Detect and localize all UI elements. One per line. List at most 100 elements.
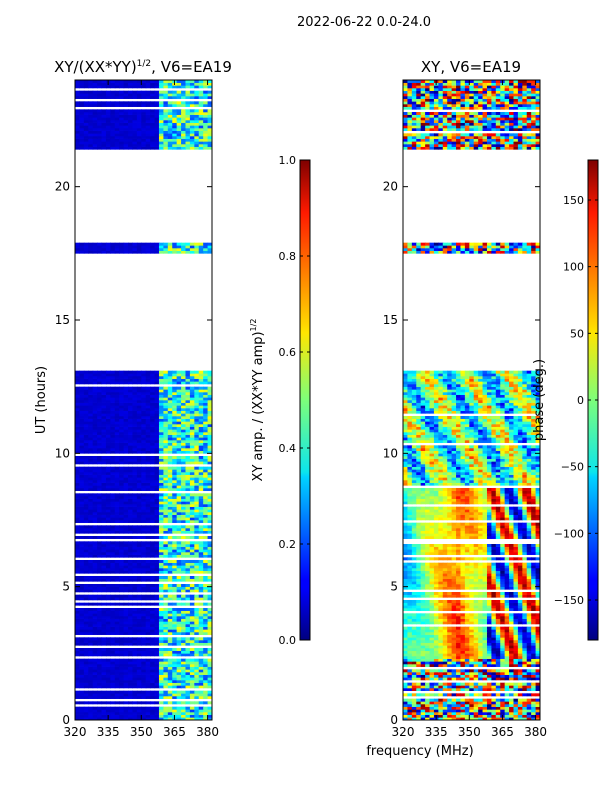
heatmap-cell <box>198 498 204 502</box>
heatmap-cell <box>513 693 519 697</box>
heatmap-cell <box>416 674 422 678</box>
heatmap-cell <box>185 570 191 574</box>
heatmap-cell <box>119 376 125 379</box>
heatmap-cell <box>167 664 173 667</box>
heatmap-cell <box>482 674 488 678</box>
heatmap-cell <box>185 528 191 531</box>
heatmap-cell <box>464 693 470 697</box>
heatmap-cell <box>194 378 200 382</box>
heatmap-cell <box>198 461 204 465</box>
heatmap-cell <box>154 114 160 118</box>
heatmap-cell <box>522 677 528 681</box>
heatmap-cell <box>150 672 156 675</box>
heatmap-cell <box>136 701 142 705</box>
heatmap-cell <box>167 498 173 502</box>
heatmap-cell <box>110 517 116 521</box>
heatmap-cell <box>88 482 94 486</box>
heatmap-cell <box>172 440 178 443</box>
heatmap-cell <box>176 410 182 414</box>
heatmap-cell <box>185 416 191 419</box>
heatmap-cell <box>176 488 182 491</box>
heatmap-cell <box>145 392 151 395</box>
heatmap-cell <box>83 80 89 83</box>
heatmap-cell <box>163 608 169 611</box>
heatmap-cell <box>105 546 111 550</box>
heatmap-cell <box>181 394 187 398</box>
heatmap-cell <box>128 669 134 673</box>
heatmap-cell <box>420 706 426 710</box>
heatmap-cell <box>88 642 94 646</box>
heatmap-cell <box>145 96 151 99</box>
heatmap-cell <box>128 594 134 598</box>
heatmap-cell <box>194 429 200 433</box>
heatmap-cell <box>128 525 134 529</box>
heatmap-cell <box>176 682 182 686</box>
heatmap-cell <box>119 82 125 86</box>
heatmap-cell <box>83 696 89 699</box>
heatmap-cell <box>150 93 156 97</box>
heatmap-cell <box>181 432 187 435</box>
heatmap-cell <box>429 698 435 702</box>
heatmap-cell <box>176 397 182 401</box>
heatmap-cell <box>83 144 89 147</box>
heatmap-cell <box>451 717 457 720</box>
heatmap-cell <box>128 685 134 689</box>
heatmap-cell <box>101 432 107 435</box>
heatmap-cell <box>198 602 204 606</box>
heatmap-cell <box>114 85 120 89</box>
heatmap-cell <box>92 370 98 374</box>
heatmap-cell <box>132 146 138 150</box>
heatmap-cell <box>150 570 156 574</box>
heatmap-cell <box>75 520 81 523</box>
heatmap-cell <box>464 688 470 691</box>
heatmap-cell <box>172 661 178 665</box>
heatmap-cell <box>154 501 160 505</box>
heatmap-cell <box>141 400 147 403</box>
heatmap-cell <box>451 688 457 691</box>
heatmap-cell <box>145 576 151 579</box>
heatmap-cell <box>75 480 81 483</box>
heatmap-cell <box>526 685 532 689</box>
heatmap-cell <box>145 648 151 651</box>
heatmap-cell <box>194 488 200 491</box>
heatmap-cell <box>128 112 134 115</box>
heatmap-cell <box>75 618 81 622</box>
heatmap-cell <box>105 416 111 419</box>
heatmap-cell <box>97 506 103 510</box>
heatmap-cell <box>141 602 147 606</box>
heatmap-cell <box>198 528 204 531</box>
heatmap-cell <box>185 373 191 377</box>
heatmap-cell <box>181 488 187 491</box>
heatmap-cell <box>469 674 475 678</box>
heatmap-cell <box>189 546 195 550</box>
heatmap-cell <box>158 685 164 689</box>
heatmap-cell <box>464 669 470 673</box>
heatmap-cell <box>114 370 120 374</box>
heatmap-cell <box>88 410 94 414</box>
heatmap-cell <box>145 493 151 497</box>
heatmap-cell <box>154 472 160 475</box>
heatmap-cell <box>207 432 212 435</box>
heatmap-cell <box>181 584 187 587</box>
heatmap-cell <box>92 669 98 673</box>
heatmap-cell <box>97 669 103 673</box>
heatmap-cell <box>491 658 497 662</box>
heatmap-cell <box>114 466 120 470</box>
heatmap-cell <box>92 248 98 251</box>
heatmap-cell <box>132 504 138 507</box>
heatmap-cell <box>141 664 147 667</box>
heatmap-cell <box>97 421 103 425</box>
heatmap-cell <box>145 560 151 563</box>
heatmap-cell <box>141 442 147 446</box>
heatmap-cell <box>105 397 111 401</box>
heatmap-cell <box>172 146 178 150</box>
heatmap-cell <box>114 578 120 582</box>
heatmap-cell <box>101 421 107 425</box>
left-title-tail: , V6=EA19 <box>151 58 232 76</box>
heatmap-cell <box>411 664 417 667</box>
heatmap-cell <box>110 714 116 718</box>
heatmap-cell <box>145 696 151 699</box>
heatmap-cell <box>101 650 107 654</box>
heatmap-cell <box>464 677 470 681</box>
